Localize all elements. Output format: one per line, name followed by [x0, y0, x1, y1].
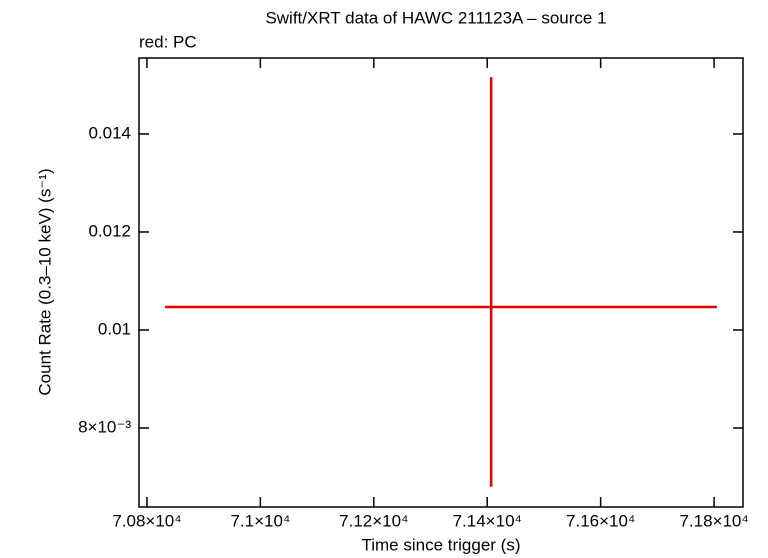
x-tick-label: 7.14×10⁴ [453, 511, 522, 530]
chart-title: Swift/XRT data of HAWC 211123A – source … [265, 8, 606, 27]
y-tick-label: 0.01 [98, 319, 131, 338]
x-tick-label: 7.16×10⁴ [566, 511, 635, 530]
x-tick-label: 7.08×10⁴ [112, 511, 181, 530]
y-axis-label: Count Rate (0.3–10 keV) (s⁻¹) [35, 168, 54, 395]
y-tick-label: 0.012 [88, 221, 131, 240]
plot-frame [138, 57, 744, 508]
x-axis-label: Time since trigger (s) [361, 535, 520, 554]
y-tick-label: 0.014 [88, 123, 131, 142]
x-tick-label: 7.12×10⁴ [339, 511, 408, 530]
chart-subtitle: red: PC [139, 32, 197, 51]
y-tick-label: 8×10⁻³ [78, 417, 131, 436]
x-tick-label: 7.1×10⁴ [230, 511, 290, 530]
x-tick-label: 7.18×10⁴ [679, 511, 748, 530]
